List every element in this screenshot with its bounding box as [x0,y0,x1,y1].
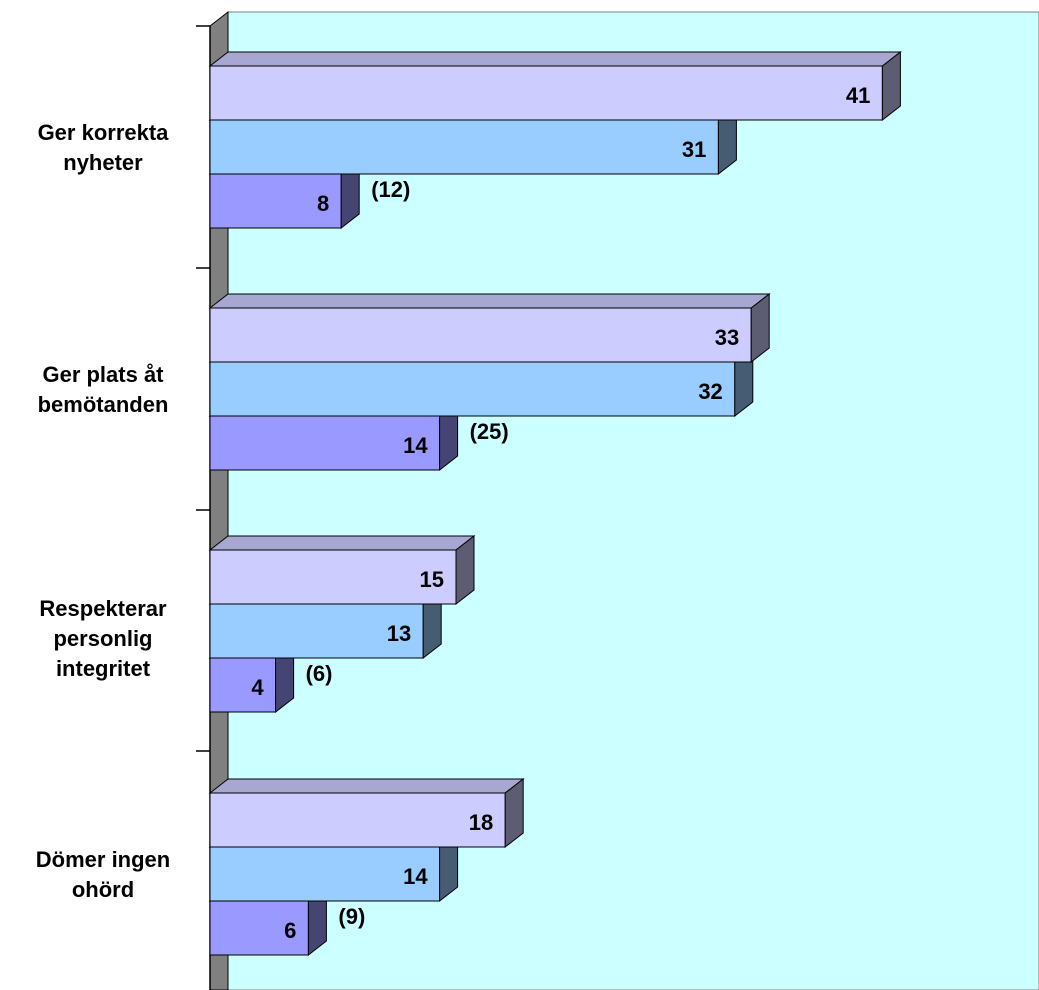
bar: 13 [208,588,443,660]
bar: 18 [208,777,525,849]
bar-front-face [209,173,342,229]
data-label: 15 [420,567,444,592]
bar-front-face [209,549,457,605]
category-label: Respekterar personlig integritet [39,596,167,681]
data-label: 32 [698,379,722,404]
bar-front-face [209,65,883,121]
bar-front-face [209,415,441,471]
bar-front-face [209,119,719,175]
annotation-label: (25) [470,419,509,444]
bar-front-face [209,307,752,363]
annotation-label: (9) [338,904,365,929]
bar: 33 [208,292,771,364]
data-label: 33 [715,325,739,350]
category-label: Ger korrekta nyheter [38,120,170,175]
data-label: 31 [682,137,706,162]
data-label: 8 [317,191,329,216]
data-label: 6 [284,918,296,943]
bar-front-face [209,846,441,902]
bar-side-face [881,50,901,122]
bar-front-face [209,657,277,713]
bar-front-face [209,603,424,659]
bar-top-face [208,293,771,309]
data-label: 41 [846,83,870,108]
bar-side-face [504,777,524,849]
data-label: 14 [403,433,428,458]
annotation-label: (6) [306,661,333,686]
category-label: Ger plats åt bemötanden [38,362,169,417]
bar-top-face [208,51,902,67]
bar-top-face [208,778,525,794]
category-label: Dömer ingen ohörd [36,847,170,902]
data-label: 4 [251,675,264,700]
data-label: 18 [469,810,493,835]
bar-front-face [209,792,506,848]
bar-side-face [455,534,475,606]
bar-front-face [209,361,736,417]
bar: 15 [208,534,476,606]
data-label: 14 [403,864,428,889]
bar: 41 [208,50,902,122]
data-label: 13 [387,621,411,646]
annotation-label: (12) [371,177,410,202]
bar-side-face [750,292,770,364]
bar-top-face [208,535,476,551]
